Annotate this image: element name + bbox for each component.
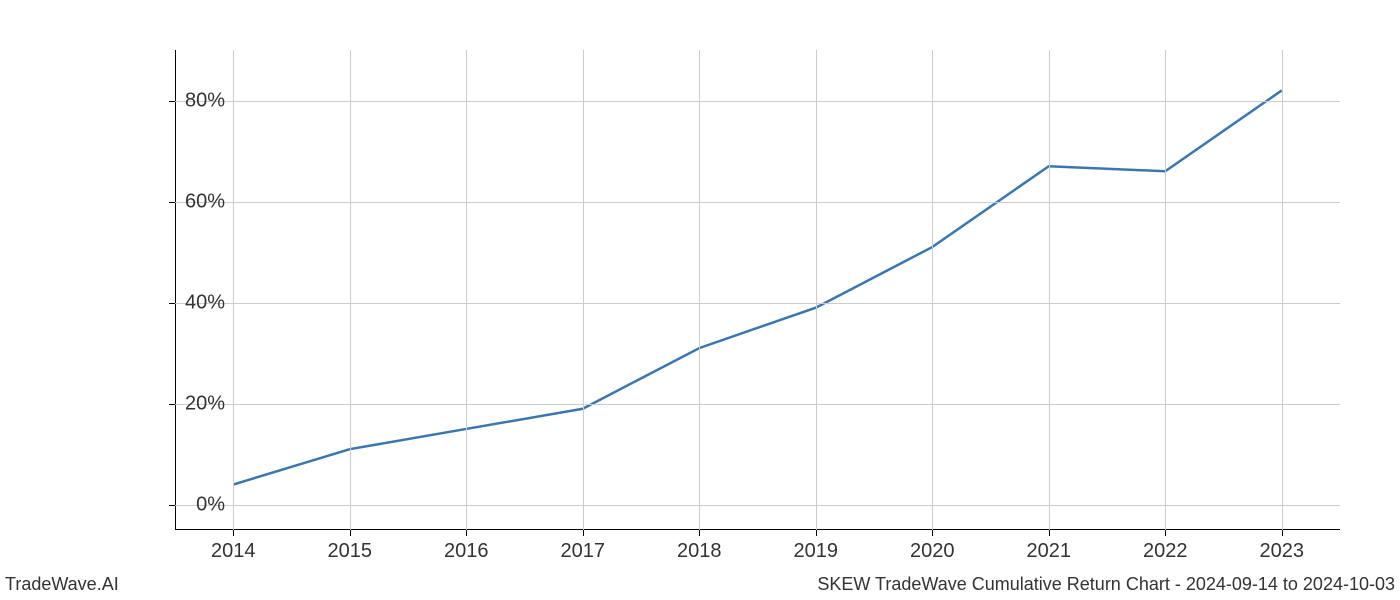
x-tick-mark (932, 530, 933, 536)
grid-line-vertical (233, 50, 234, 530)
grid-line-vertical (466, 50, 467, 530)
x-tick-mark (233, 530, 234, 536)
x-tick-mark (1282, 530, 1283, 536)
x-tick-label: 2015 (328, 540, 373, 563)
x-tick-mark (816, 530, 817, 536)
chart-plot-area: 2014201520162017201820192020202120222023 (175, 50, 1340, 530)
grid-line-vertical (1282, 50, 1283, 530)
grid-line-vertical (932, 50, 933, 530)
x-tick-label: 2016 (444, 540, 489, 563)
footer-caption: SKEW TradeWave Cumulative Return Chart -… (817, 574, 1395, 595)
x-tick-label: 2022 (1143, 540, 1188, 563)
y-tick-label: 80% (185, 89, 225, 112)
y-tick-mark (169, 202, 175, 203)
y-tick-label: 0% (196, 493, 225, 516)
y-tick-label: 20% (185, 392, 225, 415)
y-tick-mark (169, 404, 175, 405)
x-tick-mark (699, 530, 700, 536)
grid-line-horizontal (175, 303, 1340, 304)
grid-line-horizontal (175, 505, 1340, 506)
y-tick-mark (169, 101, 175, 102)
grid-line-horizontal (175, 404, 1340, 405)
y-tick-label: 40% (185, 291, 225, 314)
grid-line-horizontal (175, 101, 1340, 102)
x-tick-mark (1165, 530, 1166, 536)
y-tick-label: 60% (185, 190, 225, 213)
series-line (233, 90, 1282, 484)
y-tick-mark (169, 303, 175, 304)
x-tick-label: 2018 (677, 540, 722, 563)
x-tick-label: 2019 (794, 540, 839, 563)
x-tick-mark (1049, 530, 1050, 536)
x-tick-label: 2020 (910, 540, 955, 563)
grid-line-vertical (1049, 50, 1050, 530)
x-tick-label: 2023 (1260, 540, 1305, 563)
grid-line-vertical (816, 50, 817, 530)
x-tick-label: 2014 (211, 540, 256, 563)
grid-line-vertical (1165, 50, 1166, 530)
grid-line-horizontal (175, 202, 1340, 203)
grid-line-vertical (583, 50, 584, 530)
x-tick-mark (350, 530, 351, 536)
y-tick-mark (169, 505, 175, 506)
grid-line-vertical (350, 50, 351, 530)
footer-brand: TradeWave.AI (5, 574, 119, 595)
x-tick-label: 2017 (561, 540, 606, 563)
x-tick-label: 2021 (1027, 540, 1072, 563)
x-tick-mark (583, 530, 584, 536)
x-tick-mark (466, 530, 467, 536)
grid-line-vertical (699, 50, 700, 530)
